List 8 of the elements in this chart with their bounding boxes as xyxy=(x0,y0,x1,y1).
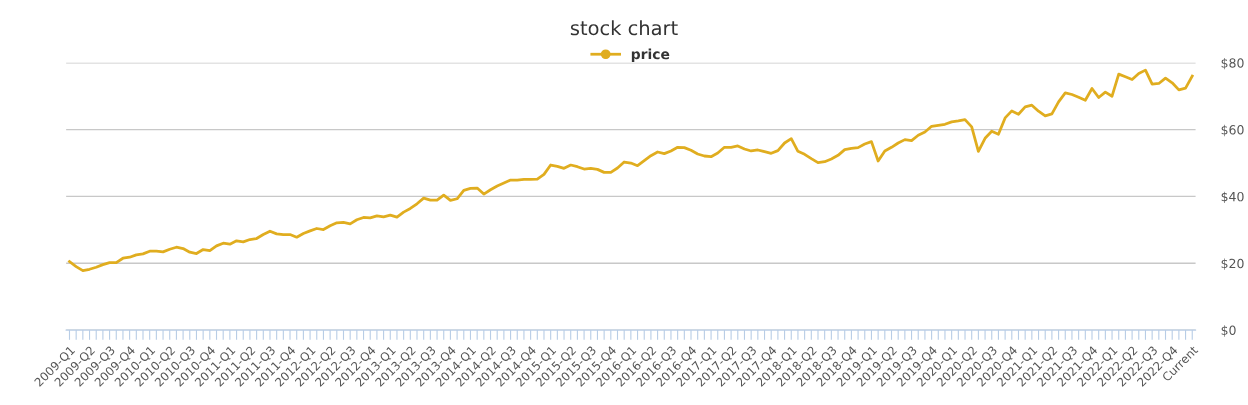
y-tick-label: $80 xyxy=(1221,58,1244,70)
y-tick-label: $60 xyxy=(1221,124,1244,137)
y-tick-label: $0 xyxy=(1221,325,1236,337)
chart-title: stock chart xyxy=(570,20,678,36)
y-tick-label: $40 xyxy=(1221,191,1244,204)
line-series xyxy=(68,68,1194,272)
y-tick-label: $20 xyxy=(1221,258,1244,270)
legend-label: price xyxy=(631,48,670,62)
